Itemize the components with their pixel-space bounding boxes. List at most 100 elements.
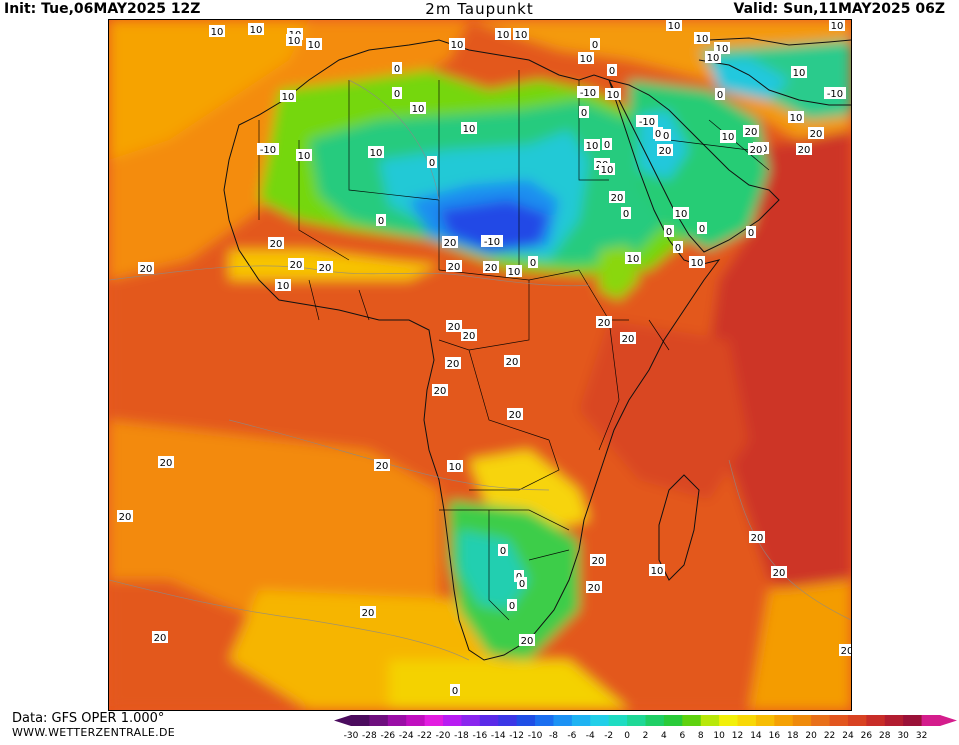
contour-label-text: 20 — [659, 146, 672, 157]
legend-tick-label: 32 — [916, 731, 927, 741]
contour-label-text: 10 — [668, 21, 681, 32]
contour-label-text: 10 — [651, 566, 664, 577]
legend-swatch — [479, 715, 499, 726]
contour-label-text: 0 — [394, 64, 400, 75]
contour-label-text: 10 — [675, 209, 688, 220]
contour-label: 20 — [483, 261, 499, 274]
contour-label-text: -10 — [484, 237, 500, 248]
legend-tick-label: 6 — [679, 731, 685, 741]
coastlines — [223, 37, 851, 661]
contour-label: 0 — [590, 38, 600, 51]
contour-label: 10 — [720, 130, 736, 143]
contour-label-text: 20 — [434, 386, 447, 397]
contour-label-text: 20 — [751, 533, 764, 544]
legend-tick-label: -26 — [380, 731, 395, 741]
contour-label: 10 — [513, 28, 529, 41]
legend-tick-label: 28 — [879, 731, 891, 741]
legend-swatch — [443, 715, 462, 726]
contour-label: 20 — [808, 127, 824, 140]
website-label: WWW.WETTERZENTRALE.DE — [12, 726, 175, 739]
contour-label-text: 10 — [277, 281, 290, 292]
contour-label: 20 — [748, 143, 764, 156]
legend-tick-label: -18 — [454, 731, 469, 741]
contour-label: 10 — [788, 111, 804, 124]
contour-label: 20 — [461, 329, 477, 342]
contour-label-text: 10 — [586, 141, 599, 152]
contour-label: 10 — [599, 163, 615, 176]
contour-label: 20 — [749, 531, 765, 544]
contour-label: 10 — [461, 122, 477, 135]
contour-label: -10 — [824, 87, 846, 100]
contour-label-text: 0 — [623, 209, 629, 220]
legend-swatch — [351, 715, 370, 726]
legend-swatch — [369, 715, 389, 726]
legend-swatch — [755, 715, 775, 726]
legend-swatch — [535, 715, 554, 726]
contour-label-text: 20 — [485, 263, 498, 274]
contour-label-text: 20 — [611, 193, 624, 204]
contour-label-text: 0 — [429, 158, 435, 169]
contour-label-text: 20 — [319, 263, 332, 274]
contour-label-text: 10 — [449, 462, 462, 473]
contour-label-text: 10 — [515, 30, 528, 41]
legend-swatch — [847, 715, 867, 726]
legend-tick-label: 16 — [769, 731, 781, 741]
contour-label: 10 — [209, 25, 225, 38]
contour-label-text: 10 — [282, 92, 295, 103]
contour-label-text: 20 — [598, 318, 611, 329]
isolines — [109, 79, 851, 661]
legend-swatch — [406, 715, 426, 726]
contour-label-text: 10 — [463, 124, 476, 135]
legend-swatch — [571, 715, 591, 726]
contour-label: 20 — [268, 237, 284, 250]
contour-label-text: 10 — [508, 267, 521, 278]
contour-label-text: 20 — [270, 239, 283, 250]
contour-label-text: 10 — [707, 53, 720, 64]
legend-swatch — [461, 715, 481, 726]
contour-label: 10 — [506, 265, 522, 278]
legend-tick-label: 8 — [698, 731, 704, 741]
legend-swatch — [719, 715, 738, 726]
legend-swatch — [516, 715, 536, 726]
contour-label: -10 — [481, 235, 503, 248]
contour-label: 10 — [286, 34, 302, 47]
contour-label-text: 20 — [588, 583, 601, 594]
contour-label-text: 20 — [154, 633, 167, 644]
contour-label: 10 — [649, 564, 665, 577]
contour-label: 20 — [446, 320, 462, 333]
legend-tick-label: 4 — [661, 731, 667, 741]
legend-tick-label: -22 — [417, 731, 432, 741]
contour-label: 20 — [432, 384, 448, 397]
legend-tick-label: 20 — [805, 731, 817, 741]
contour-label-text: 10 — [722, 132, 735, 143]
contour-label: 20 — [158, 456, 174, 469]
legend-swatch — [682, 715, 702, 726]
contour-label-text: 0 — [717, 90, 723, 101]
contour-label-text: 20 — [745, 127, 758, 138]
contour-label-text: 0 — [699, 224, 705, 235]
contour-label-text: 20 — [506, 357, 519, 368]
contour-label: 0 — [392, 87, 402, 100]
contour-label: 20 — [442, 236, 458, 249]
contour-label: 20 — [839, 644, 851, 657]
contour-label: 20 — [590, 554, 606, 567]
contour-label: 20 — [446, 260, 462, 273]
contour-label-text: 10 — [412, 104, 425, 115]
contour-label-text: 0 — [592, 40, 598, 51]
contour-label: 0 — [498, 544, 508, 557]
legend-tick-label: -20 — [436, 731, 451, 741]
contour-label: 10 — [449, 38, 465, 51]
contour-label-text: 20 — [509, 410, 522, 421]
contour-label: 0 — [607, 64, 617, 77]
contour-label: 0 — [653, 127, 663, 140]
contour-label-text: 20 — [448, 262, 461, 273]
legend-tick-label: 18 — [787, 731, 799, 741]
legend-swatch — [663, 715, 683, 726]
legend-swatch — [866, 715, 886, 726]
contour-label-text: 10 — [497, 30, 510, 41]
legend-swatch — [627, 715, 646, 726]
contour-label: 0 — [507, 599, 517, 612]
contour-label: 20 — [152, 631, 168, 644]
legend-swatch — [737, 715, 757, 726]
contour-label-text: 10 — [211, 27, 224, 38]
